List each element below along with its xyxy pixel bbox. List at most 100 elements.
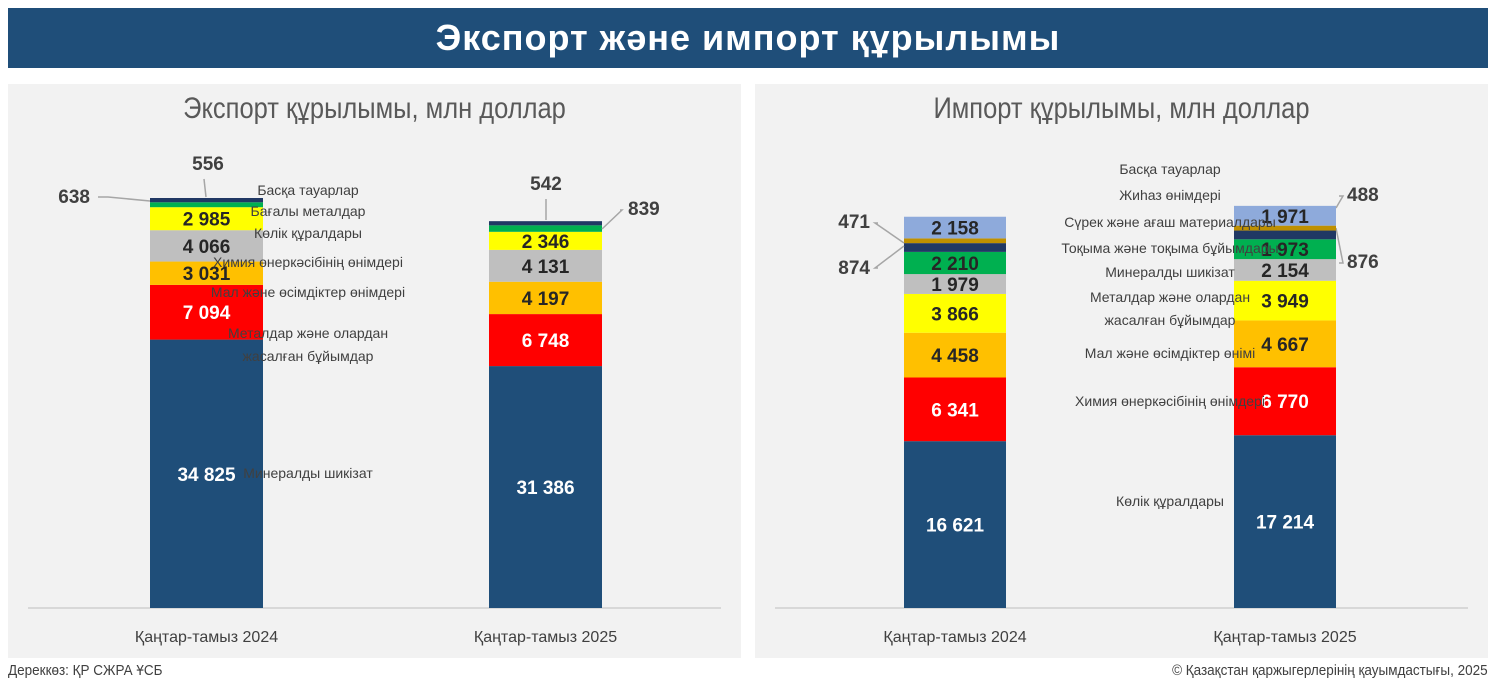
legend-label: жасалған бұйымдар <box>243 348 374 364</box>
data-label: 1 973 <box>1261 240 1309 261</box>
bar-segment <box>904 216 1006 239</box>
bar-segment <box>489 231 602 250</box>
bar-segment <box>904 332 1006 378</box>
bar-segment <box>1234 367 1336 436</box>
data-label: 4 458 <box>931 346 979 367</box>
bar-segment <box>150 261 263 285</box>
export-chart-title: Экспорт құрылымы, млн доллар <box>183 92 566 125</box>
bar-segment <box>904 243 1006 252</box>
bar-segment <box>150 198 263 203</box>
legend-label: Металдар және олардан <box>1090 289 1250 305</box>
legend-label: Минералды шикізат <box>1105 264 1235 280</box>
data-label: 839 <box>628 199 660 220</box>
legend-label: Тоқыма және тоқыма бұйымдары <box>1061 240 1278 256</box>
export-chart-panel: Экспорт құрылымы, млн доллар 34 825 7 094… <box>8 84 741 658</box>
data-label: 6 748 <box>522 331 570 352</box>
bar-segment <box>150 230 263 262</box>
bar-segment <box>904 274 1006 294</box>
legend-label: жасалған бұйымдар <box>1105 312 1236 328</box>
bar-segment <box>1234 435 1336 608</box>
bar-segment <box>904 238 1006 244</box>
data-label: 4 667 <box>1261 335 1309 356</box>
category-label: Қаңтар-тамыз 2025 <box>474 629 617 646</box>
data-label: 3 031 <box>183 264 231 285</box>
data-label: 2 210 <box>931 254 979 275</box>
legend-label: Сүрек және ағаш материалдары <box>1064 214 1276 230</box>
data-label: 31 386 <box>516 478 574 499</box>
bar-segment <box>1234 230 1336 240</box>
data-label: 471 <box>838 212 870 233</box>
data-label: 542 <box>530 174 562 195</box>
data-label: 2 154 <box>1261 261 1309 282</box>
bar-segment <box>1234 320 1336 368</box>
category-label: Қаңтар-тамыз 2024 <box>135 629 278 646</box>
leader-line <box>601 209 624 230</box>
page-title: Экспорт және импорт құрылымы <box>8 8 1488 68</box>
data-label: 2 985 <box>183 210 231 231</box>
data-label: 556 <box>192 154 224 175</box>
data-label: 4 197 <box>522 289 570 310</box>
legend-label: Мал және өсімдіктер өнімдері <box>211 284 405 300</box>
export-chart: 34 825 7 094 3 031 4 066 2 985 638 556 Қаңтар-т… <box>28 154 721 646</box>
legend-label: Минералды шикізат <box>243 465 373 481</box>
legend-label: Металдар және олардан <box>228 325 388 341</box>
legend-label: Мал және өсімдіктер өнімі <box>1085 345 1255 361</box>
data-label: 7 094 <box>183 303 231 324</box>
category-label: Қаңтар-тамыз 2025 <box>1213 629 1356 646</box>
bar-segment <box>489 281 602 315</box>
bar-segment <box>904 251 1006 275</box>
legend-label: Жиһаз өнімдері <box>1119 187 1221 203</box>
bar-segment <box>1234 259 1336 281</box>
bar-segment <box>489 366 602 608</box>
data-label: 4 066 <box>183 237 231 258</box>
bar-segment <box>150 202 263 208</box>
leader-line <box>872 222 905 244</box>
data-label: 488 <box>1347 185 1379 206</box>
bar-segment <box>150 339 263 608</box>
bar-segment <box>1234 280 1336 321</box>
data-label: 874 <box>838 258 870 279</box>
import-chart-title: Импорт құрылымы, млн доллар <box>933 92 1310 125</box>
data-label: 876 <box>1347 252 1379 273</box>
bar-segment <box>904 377 1006 442</box>
legend-label: Көлік құралдары <box>254 225 362 241</box>
data-label: 16 621 <box>926 516 985 537</box>
bar-segment <box>150 284 263 340</box>
data-label: 6 770 <box>1261 392 1309 413</box>
leader-line <box>1335 195 1345 209</box>
data-label: 34 825 <box>177 465 236 486</box>
leader-line <box>872 245 905 269</box>
data-label: 6 341 <box>931 400 979 421</box>
bar-segment <box>489 249 602 282</box>
leader-line <box>203 178 207 198</box>
legend-label: Химия өнеркәсібінің өнімдері <box>1075 393 1265 409</box>
bar-segment <box>489 314 602 367</box>
data-label: 17 214 <box>1256 513 1315 534</box>
legend-label: Басқа тауарлар <box>257 182 359 198</box>
leader-line <box>98 196 151 202</box>
copyright-note: © Қазақстан қаржыгерлерінің қауымдастығы… <box>1172 662 1488 679</box>
bar-segment <box>150 207 263 231</box>
bar-segment <box>489 221 602 226</box>
bar-segment <box>1234 205 1336 226</box>
data-label: 2 346 <box>522 232 570 253</box>
import-chart-panel: Импорт құрылымы, млн доллар 16 621 6 341 4… <box>755 84 1488 658</box>
leader-line <box>1335 227 1344 264</box>
data-label: 1 971 <box>1261 207 1309 228</box>
data-label: 1 979 <box>931 275 979 296</box>
data-label: 2 158 <box>931 219 979 240</box>
bar-segment <box>489 225 602 232</box>
bar-segment <box>1234 239 1336 260</box>
source-note: Дереккөз: ҚР СЖРА ҰСБ <box>8 662 163 679</box>
bar-segment <box>904 441 1006 608</box>
legend-label: Басқа тауарлар <box>1119 161 1221 177</box>
legend-label: Химия өнеркәсібінің өнімдері <box>213 254 403 270</box>
bar-segment <box>904 293 1006 333</box>
legend-label: Көлік құралдары <box>1116 493 1224 509</box>
data-label: 3 949 <box>1261 292 1309 313</box>
legend-label: Бағалы металдар <box>251 203 366 219</box>
category-label: Қаңтар-тамыз 2024 <box>883 629 1026 646</box>
bar-segment <box>1234 225 1336 231</box>
data-label: 4 131 <box>522 257 570 278</box>
